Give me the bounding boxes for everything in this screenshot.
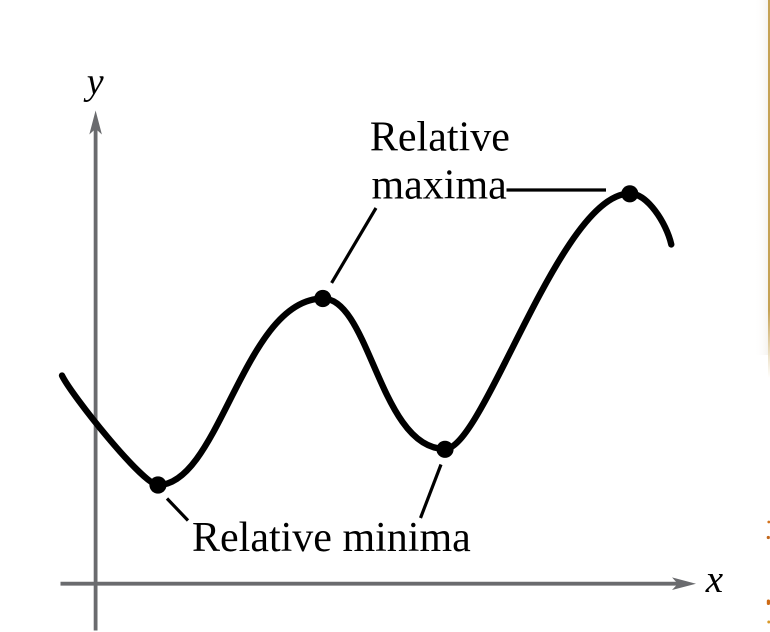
svg-text:Relative: Relative	[370, 115, 510, 161]
svg-text:y: y	[83, 61, 104, 103]
svg-text:Relative minima: Relative minima	[192, 515, 471, 561]
svg-text:x: x	[705, 558, 724, 601]
svg-text:maxima: maxima	[372, 162, 508, 208]
